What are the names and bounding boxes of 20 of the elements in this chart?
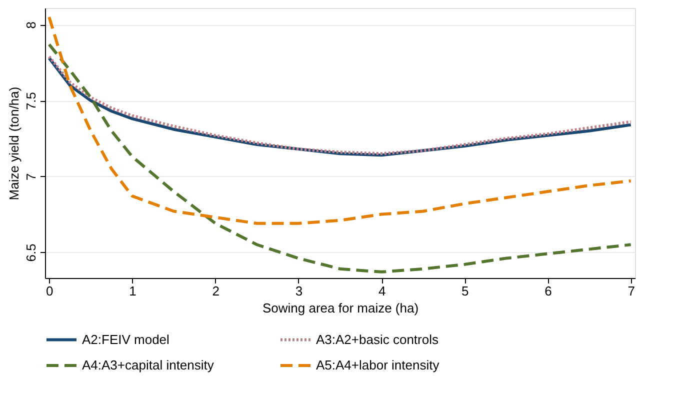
x-tick-label: 5 [462, 284, 469, 298]
y-tick-label: 6.5 [24, 244, 38, 262]
legend-label: A2:FEIV model [82, 332, 170, 347]
x-tick-label: 7 [628, 284, 635, 298]
x-tick-label: 1 [129, 284, 136, 298]
y-tick-label: 7.5 [24, 92, 38, 110]
x-tick-label: 6 [544, 284, 552, 298]
x-tick-label: 4 [378, 284, 386, 298]
legend-label: A4:A3+capital intensity [82, 358, 214, 372]
line-series [48, 16, 632, 225]
legend-label: A3:A2+basic controls [316, 332, 439, 347]
y-tick-label: 7 [24, 173, 38, 180]
x-tick-label: 3 [295, 284, 303, 298]
y-axis-title: Maize yield (ton/ha) [6, 86, 22, 200]
line-series [48, 42, 632, 274]
x-axis-title: Sowing area for maize (ha) [262, 300, 419, 316]
legend-label: A5:A4+labor intensity [316, 358, 440, 372]
x-tick-label: 0 [46, 284, 54, 298]
x-tick-label: 2 [212, 284, 220, 298]
y-tick-label: 8 [24, 22, 38, 29]
